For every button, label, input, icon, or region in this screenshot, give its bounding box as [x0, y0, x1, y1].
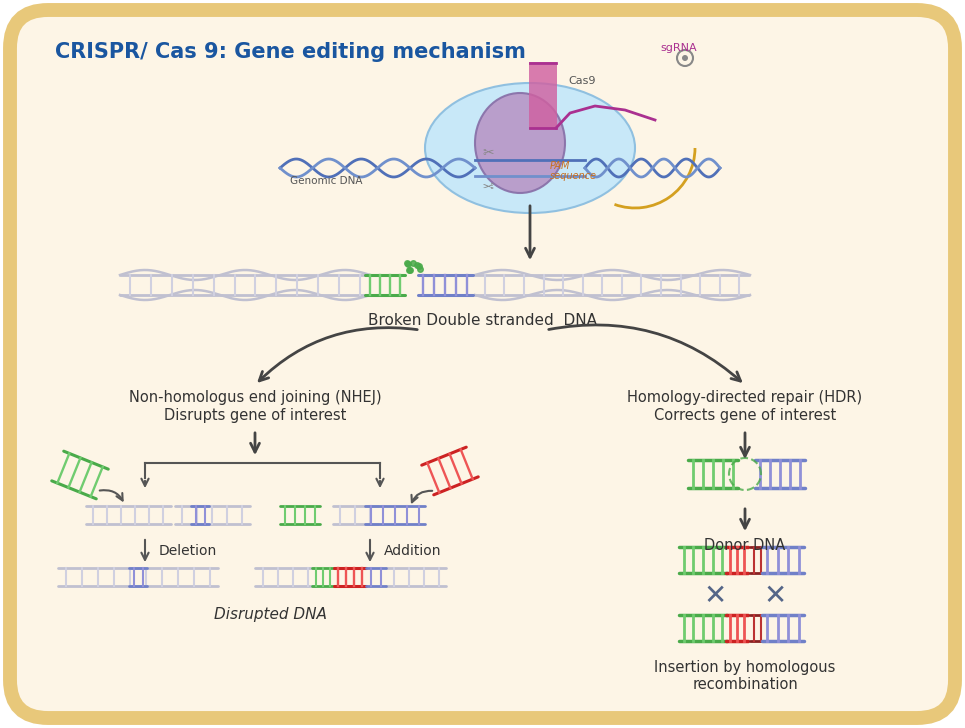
- Text: CRISPR/ Cas 9: Gene editing mechanism: CRISPR/ Cas 9: Gene editing mechanism: [55, 42, 526, 62]
- Text: Insertion by homologous: Insertion by homologous: [654, 660, 836, 675]
- Text: Addition: Addition: [384, 544, 442, 558]
- Text: sequence: sequence: [550, 171, 597, 181]
- Ellipse shape: [425, 83, 635, 213]
- Text: ✕: ✕: [703, 582, 727, 610]
- Text: Deletion: Deletion: [159, 544, 217, 558]
- Text: Disrupted DNA: Disrupted DNA: [213, 607, 326, 622]
- FancyBboxPatch shape: [10, 10, 955, 718]
- Text: Disrupts gene of interest: Disrupts gene of interest: [164, 408, 346, 423]
- Text: Homology-directed repair (HDR): Homology-directed repair (HDR): [627, 390, 863, 405]
- Text: ✂: ✂: [482, 176, 494, 190]
- Text: ✂: ✂: [482, 146, 494, 160]
- Text: Broken Double stranded  DNA: Broken Double stranded DNA: [369, 313, 597, 328]
- Text: ✕: ✕: [763, 582, 786, 610]
- Circle shape: [682, 55, 688, 61]
- Text: Genomic DNA: Genomic DNA: [290, 176, 363, 186]
- Text: sgRNA: sgRNA: [660, 43, 697, 53]
- Text: Non-homologus end joining (NHEJ): Non-homologus end joining (NHEJ): [128, 390, 381, 405]
- Text: Donor DNA: Donor DNA: [704, 538, 786, 553]
- Text: PAM: PAM: [550, 161, 570, 171]
- Text: recombination: recombination: [692, 677, 798, 692]
- Text: Cas9: Cas9: [568, 76, 595, 86]
- Text: Corrects gene of interest: Corrects gene of interest: [654, 408, 836, 423]
- Ellipse shape: [475, 93, 565, 193]
